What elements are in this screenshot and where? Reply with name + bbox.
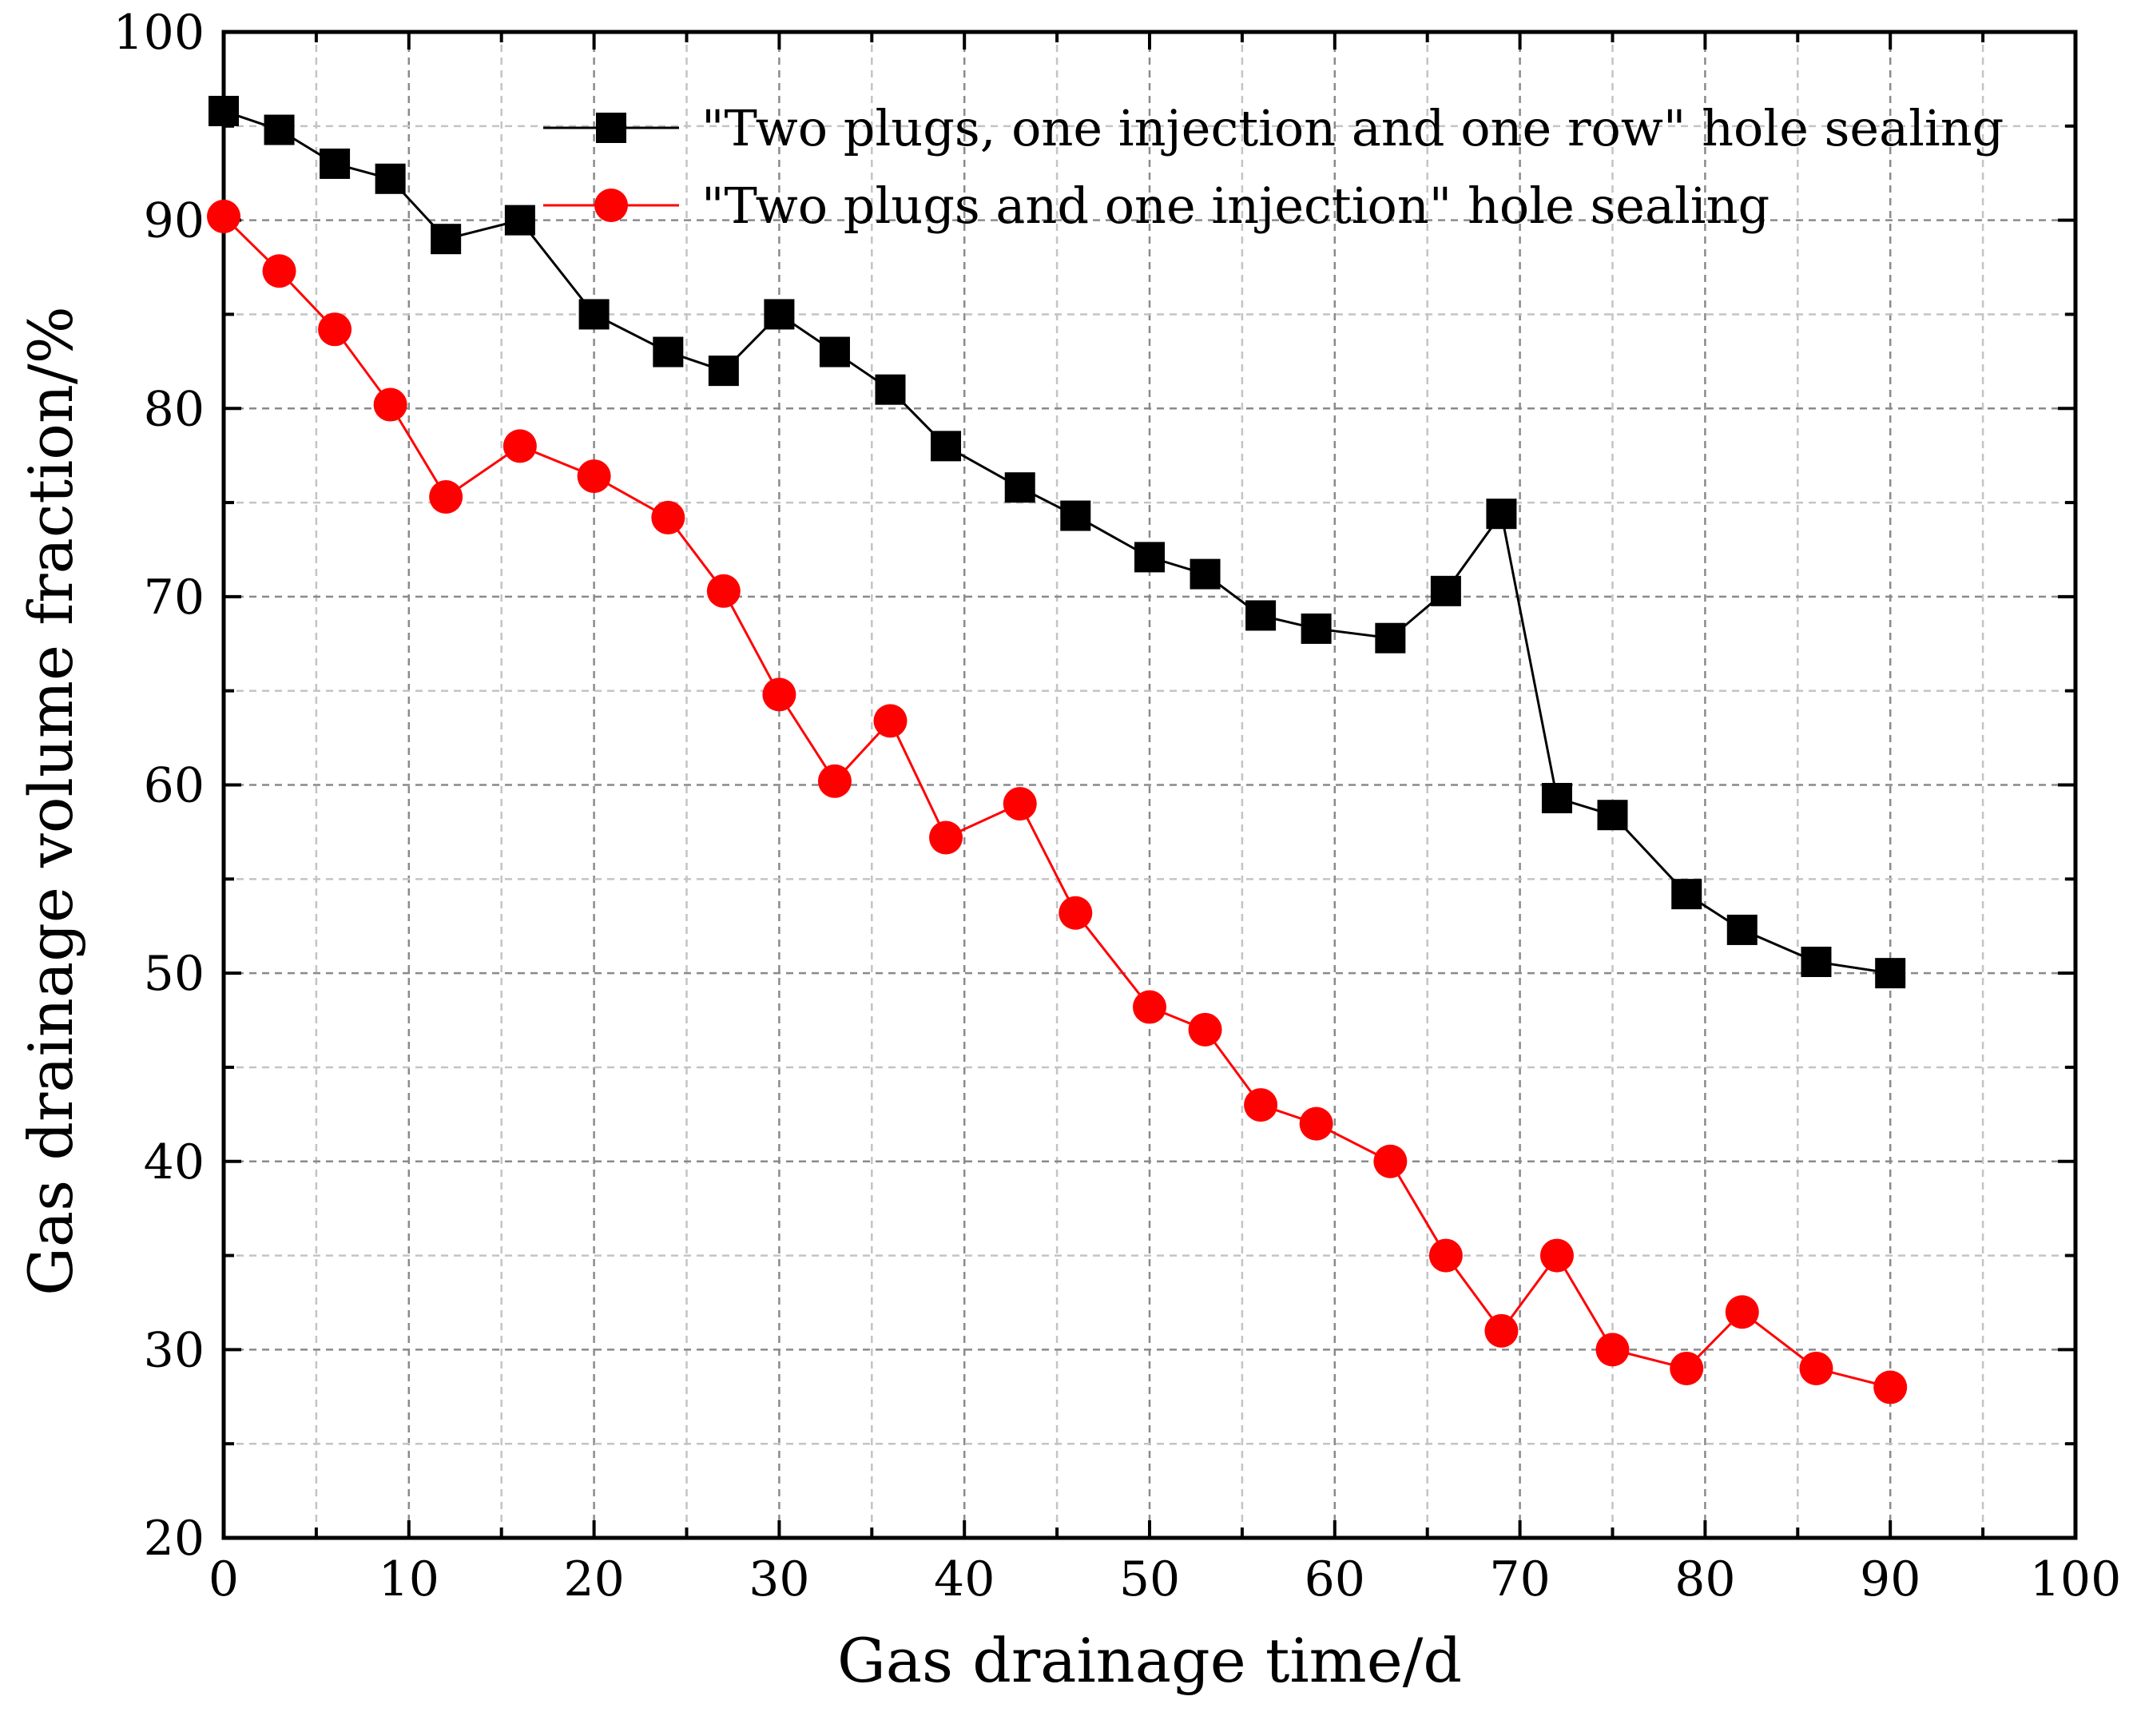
legend-label-series-2: "Two plugs and one injection" hole seali…	[701, 177, 1770, 235]
data-point-square	[1190, 558, 1221, 590]
data-point-circle	[207, 199, 240, 233]
data-point-circle	[651, 500, 685, 534]
data-point-circle	[318, 312, 352, 347]
legend-marker-circle	[594, 189, 628, 222]
data-point-circle	[929, 820, 963, 855]
legend-item-series-1: "Two plugs, one injection and one row" h…	[543, 99, 2004, 157]
data-point-circle	[1003, 787, 1037, 821]
x-tick-label: 30	[749, 1551, 809, 1607]
x-tick-label: 40	[934, 1551, 995, 1607]
data-point-square	[320, 148, 351, 179]
data-point-circle	[577, 459, 611, 494]
data-point-circle	[1299, 1106, 1333, 1141]
x-tick-labels: 0 10 20 30 40 50 60 70 80 90 100	[209, 1551, 2121, 1607]
data-point-square	[764, 299, 795, 330]
y-tick-label: 100	[113, 5, 205, 61]
y-tick-label: 30	[144, 1322, 205, 1378]
data-point-square	[209, 95, 239, 126]
data-point-square	[1597, 800, 1628, 831]
data-point-circle	[1133, 990, 1166, 1024]
x-tick-label: 70	[1489, 1551, 1550, 1607]
data-point-square	[1430, 575, 1461, 606]
data-point-square	[1060, 500, 1091, 531]
data-point-square	[1726, 914, 1758, 945]
data-point-square	[1301, 613, 1332, 644]
data-point-square	[931, 431, 962, 462]
data-point-circle	[1725, 1295, 1759, 1329]
y-tick-label: 50	[144, 946, 205, 1002]
plot-frame	[221, 30, 2078, 1540]
x-axis-title: Gas drainage time/d	[837, 1625, 1462, 1696]
series-line	[222, 215, 1891, 1388]
data-point-square	[578, 299, 610, 330]
legend-marker-square	[596, 113, 626, 143]
y-tick-label: 70	[144, 570, 205, 626]
x-tick-label: 100	[2030, 1551, 2122, 1607]
data-point-circle	[762, 677, 796, 712]
y-axis-title: Gas drainage volume fraction/%	[15, 306, 86, 1296]
x-tick-label: 10	[379, 1551, 439, 1607]
data-point-circle	[1244, 1088, 1278, 1122]
x-tick-label: 80	[1674, 1551, 1735, 1607]
data-point-circle	[1539, 1238, 1574, 1273]
data-point-square	[875, 374, 906, 405]
x-tick-label: 20	[563, 1551, 624, 1607]
x-tick-label: 60	[1305, 1551, 1365, 1607]
data-point-circle	[1373, 1144, 1408, 1178]
data-point-circle	[1428, 1238, 1463, 1273]
data-point-square	[1004, 472, 1035, 503]
data-point-circle	[1188, 1012, 1222, 1047]
data-point-circle	[873, 704, 908, 738]
data-point-circle	[1484, 1313, 1519, 1348]
y-tick-label: 40	[144, 1134, 205, 1190]
data-point-square	[708, 356, 739, 387]
data-point-circle	[502, 429, 537, 463]
data-point-square	[375, 163, 406, 194]
legend: "Two plugs, one injection and one row" h…	[543, 99, 2004, 235]
data-point-square	[1875, 958, 1906, 989]
y-tick-labels: 20 30 40 50 60 70 80 90 100	[113, 5, 205, 1567]
data-point-square	[1375, 622, 1406, 653]
y-tick-label: 80	[144, 381, 205, 437]
data-point-square	[819, 336, 850, 367]
data-point-square	[431, 224, 462, 255]
y-tick-label: 20	[144, 1511, 205, 1567]
data-point-circle	[817, 764, 852, 798]
legend-label-series-1: "Two plugs, one injection and one row" h…	[701, 99, 2004, 157]
data-point-circle	[429, 479, 463, 514]
data-point-circle	[1595, 1333, 1630, 1367]
data-point-square	[504, 205, 535, 236]
data-point-square	[1134, 542, 1165, 573]
data-series	[207, 95, 1908, 1404]
data-point-square	[1801, 946, 1832, 977]
data-point-square	[264, 114, 295, 145]
data-point-circle	[1059, 896, 1093, 930]
data-point-circle	[706, 574, 741, 608]
data-point-square	[1541, 782, 1572, 813]
legend-item-series-2: "Two plugs and one injection" hole seali…	[543, 177, 1770, 235]
data-point-square	[1486, 499, 1517, 530]
y-tick-label: 60	[144, 758, 205, 814]
x-tick-label: 90	[1860, 1551, 1920, 1607]
data-point-circle	[373, 387, 407, 422]
data-point-square	[1245, 600, 1277, 631]
data-point-circle	[262, 254, 296, 288]
x-tick-label: 50	[1119, 1551, 1180, 1607]
data-point-square	[653, 336, 684, 367]
series-1	[209, 95, 1906, 989]
data-point-circle	[1670, 1351, 1704, 1385]
data-point-square	[1671, 879, 1702, 910]
series-2	[207, 199, 1908, 1404]
y-tick-label: 90	[144, 193, 205, 249]
series-line	[223, 109, 1891, 975]
x-tick-label: 0	[209, 1551, 239, 1607]
grid-lines	[224, 32, 2075, 1538]
data-point-circle	[1873, 1370, 1908, 1404]
data-point-circle	[1799, 1351, 1833, 1385]
